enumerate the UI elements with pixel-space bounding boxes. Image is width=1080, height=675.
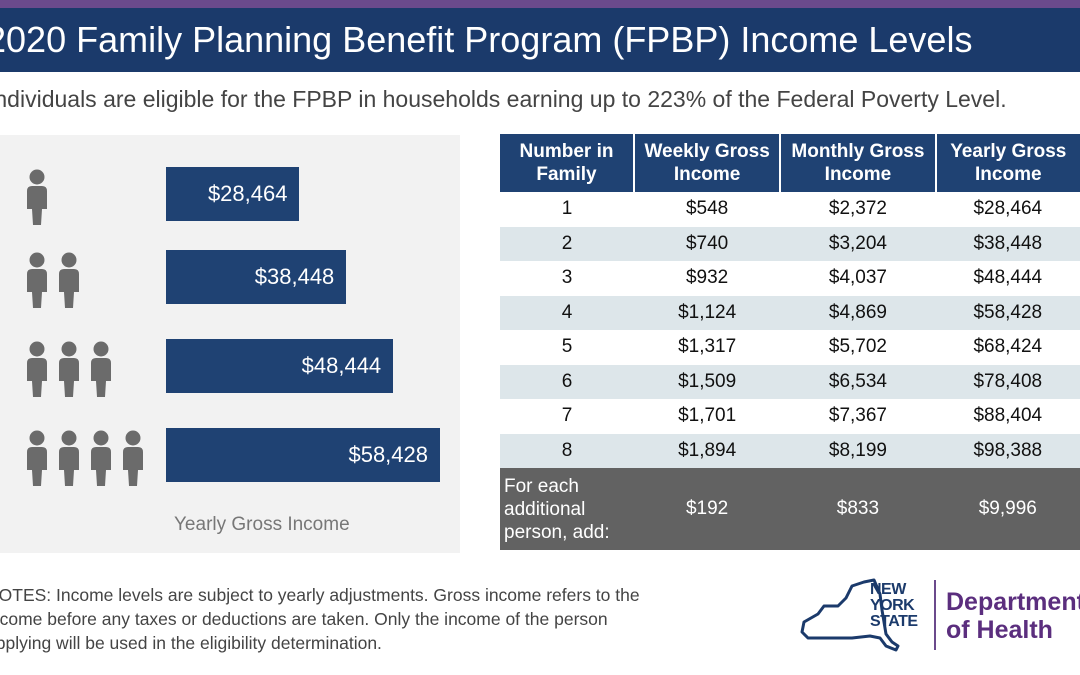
table-cell: $88,404 (973, 405, 1043, 427)
table-cell: $1,701 (678, 405, 737, 427)
table-cell: $48,444 (973, 267, 1043, 289)
footer-yearly: $9,996 (935, 468, 1080, 550)
person-icon (89, 430, 113, 486)
title-bar: 2020 Family Planning Benefit Program (FP… (0, 8, 1080, 72)
table-cell: $78,408 (935, 364, 1080, 399)
chart-axis-label: Yearly Gross Income (174, 514, 350, 535)
person-icon (121, 430, 145, 486)
table-row: 2 $740 $3,204 $38,448 (500, 226, 1080, 261)
table-row: 4 $1,124 $4,869 $58,428 (500, 295, 1080, 330)
table-row: 6 $1,509 $6,534 $78,408 (500, 364, 1080, 399)
table-cell: $548 (685, 198, 729, 220)
table-footer-row: For each additional person, add: $192 $833… (500, 468, 1080, 550)
header-family-size: Number in Family (500, 134, 635, 192)
table-cell: 7 (561, 405, 573, 427)
footer-label: For each additional person, add: (500, 468, 634, 550)
income-bar: $38,448 (166, 250, 347, 304)
income-bar: $58,428 (166, 428, 440, 482)
ny-state-wordmark: NEW YORK STATE (870, 581, 918, 630)
person-icon (57, 341, 81, 397)
table-cell: $98,388 (935, 433, 1080, 468)
table-cell: 4 (500, 295, 634, 330)
department-of-health-logo: Department of Health (946, 588, 1080, 644)
header-yearly: Yearly Gross Income (935, 134, 1080, 192)
table-row: 1 $548 $2,372 $28,464 (500, 192, 1080, 227)
footer-monthly: $833 (780, 468, 936, 550)
person-icon (57, 430, 81, 486)
footer-weekly: $192 (633, 468, 781, 550)
table-body: 1 $548 $2,372 $28,464 2 $740 $3,204 $38,448 3 $93… (500, 192, 1080, 468)
header-monthly: Monthly Gross Income (780, 134, 937, 192)
table-cell: $1,317 (678, 336, 737, 358)
income-table: Number in Family Weekly Gross Income Month… (500, 134, 1080, 550)
person-icon (57, 252, 81, 308)
table-row: 8 $1,894 $8,199 $98,388 (500, 433, 1080, 468)
table-cell: 8 (500, 433, 634, 468)
person-icon (25, 341, 49, 397)
income-bar: $48,444 (166, 339, 394, 393)
table-row: 3 $932 $4,037 $48,444 (500, 261, 1080, 296)
person-icon (89, 341, 113, 397)
page-subtitle: Individuals are eligible for the FPBP in… (0, 86, 1007, 112)
table-cell: $4,869 (780, 295, 936, 330)
table-cell: 3 (561, 267, 573, 289)
person-icon (25, 169, 49, 225)
table-cell: $1,509 (633, 364, 781, 399)
table-cell: $4,037 (828, 267, 887, 289)
table-cell: $1,124 (633, 295, 781, 330)
table-cell: 2 (500, 226, 634, 261)
person-icon (25, 430, 49, 486)
table-cell: $3,204 (780, 226, 936, 261)
table-cell: 6 (500, 364, 634, 399)
table-row: 7 $1,701 $7,367 $88,404 (500, 399, 1080, 434)
table-cell: $932 (685, 267, 729, 289)
table-cell: 5 (561, 336, 573, 358)
ny-state-map-icon (800, 578, 900, 652)
table-cell: $8,199 (780, 433, 936, 468)
table-cell: $740 (633, 226, 781, 261)
logo-divider (934, 580, 936, 650)
table-cell: $28,464 (973, 198, 1043, 220)
person-icon (25, 252, 49, 308)
table-header-row: Number in Family Weekly Gross Income Month… (500, 134, 1080, 192)
page-title: 2020 Family Planning Benefit Program (FP… (0, 19, 973, 60)
table-cell: $2,372 (828, 198, 887, 220)
table-cell: $38,448 (935, 226, 1080, 261)
table-cell: $68,424 (973, 336, 1043, 358)
table-row: 5 $1,317 $5,702 $68,424 (500, 330, 1080, 365)
table-cell: $58,428 (935, 295, 1080, 330)
header-weekly: Weekly Gross Income (633, 134, 782, 192)
table-cell: 1 (561, 198, 573, 220)
table-cell: $5,702 (828, 336, 887, 358)
table-cell: $7,367 (828, 405, 887, 427)
income-bar: $28,464 (166, 167, 300, 221)
table-cell: $6,534 (780, 364, 936, 399)
table-cell: $1,894 (633, 433, 781, 468)
notes-text: NOTES: Income levels are subject to year… (0, 585, 640, 653)
top-accent-stripe (0, 0, 1080, 8)
